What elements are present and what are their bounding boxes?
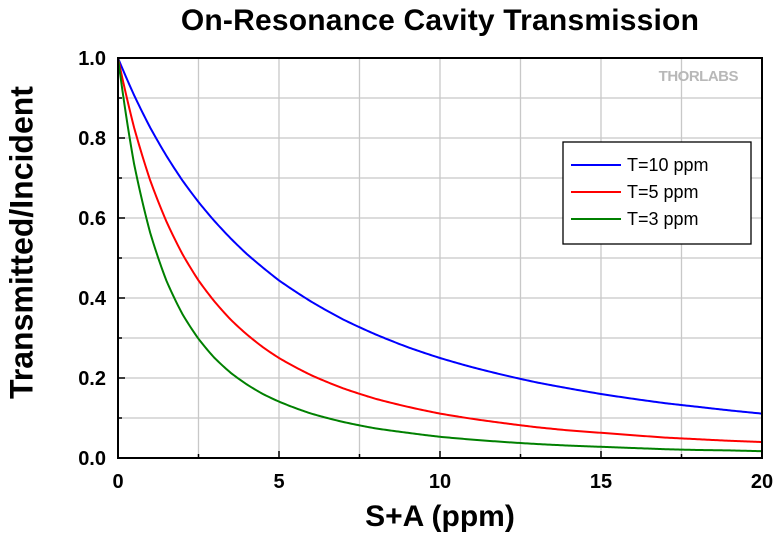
- legend-label: T=3 ppm: [627, 209, 699, 229]
- x-tick-label: 15: [590, 471, 612, 493]
- series-line-t-5-ppm: [117, 57, 763, 443]
- axis-ticks: 0 5 10 15 20 0.0 0.2 0.4 0.6 0.8 1.0: [78, 48, 773, 493]
- x-axis-label: S+A (ppm): [365, 500, 515, 533]
- x-tick-label: 0: [112, 471, 123, 493]
- x-tick-label: 10: [429, 471, 451, 493]
- x-tick-label: 5: [273, 471, 284, 493]
- thorlabs-watermark: THORLABS: [658, 68, 739, 85]
- series-line-t-10-ppm: [117, 57, 763, 415]
- series-line-t-3-ppm: [117, 57, 763, 453]
- y-tick-label: 0.6: [78, 208, 106, 230]
- y-tick-label: 0.8: [78, 128, 106, 150]
- legend: T=10 ppm T=5 ppm T=3 ppm: [562, 141, 752, 245]
- chart-title: On-Resonance Cavity Transmission: [180, 4, 700, 37]
- y-tick-label: 0.4: [78, 288, 107, 310]
- series-layer: [117, 57, 763, 453]
- y-tick-label: 1.0: [78, 48, 106, 70]
- y-tick-label: 0.2: [78, 368, 106, 390]
- legend-label: T=10 ppm: [627, 155, 709, 175]
- legend-label: T=5 ppm: [627, 182, 699, 202]
- y-tick-label: 0.0: [78, 448, 106, 470]
- x-tick-label: 20: [751, 471, 773, 493]
